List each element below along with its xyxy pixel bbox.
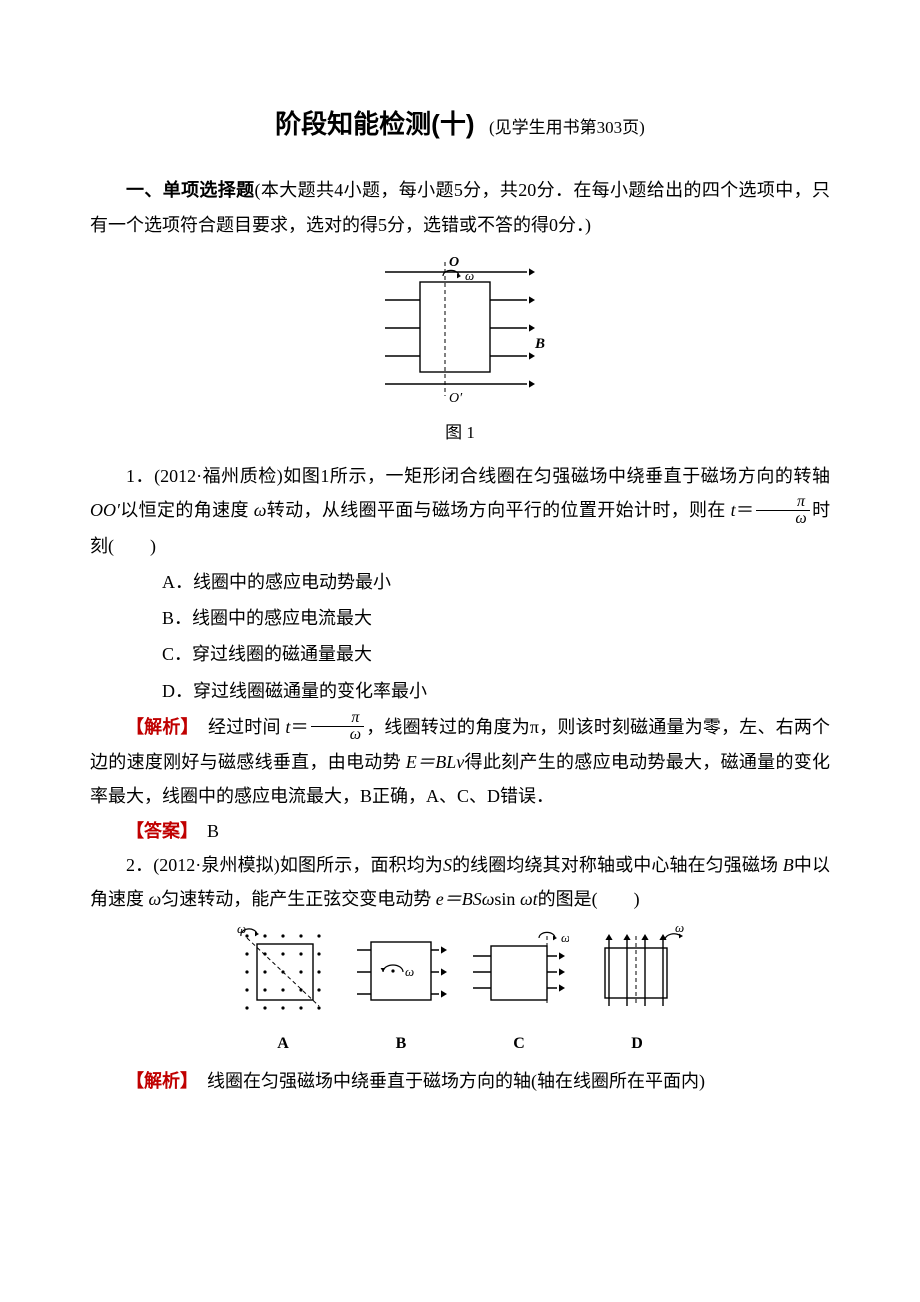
q2-fig-a-label: A [233, 1029, 333, 1059]
section1-intro: 一、单项选择题(本大题共4小题，每小题5分，共20分．在每小题给出的四个选项中，… [90, 173, 830, 241]
svg-text:O: O [449, 255, 459, 270]
q2-explain-text: 线圈在匀强磁场中绕垂直于磁场方向的轴(轴在线圈所在平面内) [207, 1071, 705, 1091]
q2-stem-i: sin [494, 889, 520, 909]
q2-stem-f: ω [149, 889, 162, 909]
q2-fig-d-label: D [587, 1029, 687, 1059]
q2-stem-a: 2．(2012·泉州模拟)如图所示，面积均为 [126, 855, 443, 875]
svg-text:ω: ω [561, 930, 569, 945]
q2-explain: 【解析】 线圈在匀强磁场中绕垂直于磁场方向的轴(轴在线圈所在平面内) [90, 1064, 830, 1098]
q2-fig-a-svg: ω [233, 926, 333, 1014]
figure-1-caption: 图 1 [90, 417, 830, 449]
q2-stem: 2．(2012·泉州模拟)如图所示，面积均为S的线圈均绕其对称轴或中心轴在匀强磁… [90, 848, 830, 916]
q1-explain-frac: πω [311, 710, 364, 743]
q1-stem-e: 转动，从线圈平面与磁场方向平行的位置开始计时，则在 [266, 500, 725, 520]
q1-answer: 【答案】 B [90, 814, 830, 848]
svg-text:B: B [534, 336, 545, 352]
q2-fig-c-label: C [469, 1029, 569, 1059]
figure-1: Oω B O′ [90, 252, 830, 413]
svg-text:ω: ω [675, 926, 684, 935]
title-line: 阶段知能检测(十) (见学生用书第303页) [90, 100, 830, 149]
q1-options: A．线圈中的感应电动势最小 B．线圈中的感应电流最大 C．穿过线圈的磁通量最大 … [90, 565, 830, 708]
q1-frac-num: π [756, 494, 809, 511]
title-note: (见学生用书第303页) [489, 118, 645, 137]
q1-stem-b: OO′ [90, 500, 120, 520]
svg-text:O′: O′ [449, 391, 463, 402]
q1-option-b: B．线圈中的感应电流最大 [162, 601, 830, 635]
q1-option-c: C．穿过线圈的磁通量最大 [162, 637, 830, 671]
q1-explain-label: 【解析】 [126, 717, 190, 737]
q1-answer-value: B [207, 821, 219, 841]
q1-explain-t: t [285, 717, 290, 737]
section1-head: 一、单项选择题 [126, 180, 255, 200]
q2-stem-c: 的线圈均绕其对称轴或中心轴在匀强磁场 [452, 855, 778, 875]
q1-stem-f: t [731, 500, 736, 520]
q2-figure-row: ω A ω B ω C ω D [90, 926, 830, 1060]
q2-fig-c-svg: ω [469, 926, 569, 1014]
q2-fig-a: ω A [233, 926, 333, 1060]
q2-fig-b-svg: ω [351, 926, 451, 1014]
q2-stem-b: S [443, 855, 452, 875]
svg-text:ω: ω [405, 964, 414, 979]
page: 阶段知能检测(十) (见学生用书第303页) 一、单项选择题(本大题共4小题，每… [0, 0, 920, 1302]
q2-stem-g: 匀速转动，能产生正弦交变电动势 [161, 889, 431, 909]
q1-stem-c: 以恒定的角速度 [120, 500, 249, 520]
q2-explain-label: 【解析】 [126, 1071, 189, 1091]
q2-fig-c: ω C [469, 926, 569, 1060]
q1-frac: πω [756, 494, 809, 527]
q1-stem: 1．(2012·福州质检)如图1所示，一矩形闭合线圈在匀强磁场中绕垂直于磁场方向… [90, 459, 830, 563]
q2-stem-h: e＝BSω [436, 889, 495, 909]
q2-fig-b-label: B [351, 1029, 451, 1059]
svg-text:ω: ω [237, 926, 246, 936]
q1-explain-formula: E＝BLv [406, 752, 465, 772]
q1-explain-t1: 经过时间 [208, 717, 281, 737]
q2-stem-d: B [783, 855, 794, 875]
q1-stem-d: ω [254, 500, 267, 520]
q1-option-d: D．穿过线圈磁通量的变化率最小 [162, 674, 830, 708]
q1-explain: 【解析】 经过时间 t＝πω，线圈转过的角度为π，则该时刻磁通量为零，左、右两个… [90, 710, 830, 814]
q2-fig-d: ω D [587, 926, 687, 1060]
q2-fig-b: ω B [351, 926, 451, 1060]
figure-1-svg: Oω B O′ [375, 252, 545, 402]
q1-option-a: A．线圈中的感应电动势最小 [162, 565, 830, 599]
q1-answer-label: 【答案】 [126, 821, 189, 841]
q2-stem-j: ωt [520, 889, 538, 909]
q2-stem-k: 的图是( ) [538, 889, 640, 909]
q2-fig-d-svg: ω [587, 926, 687, 1014]
q1-stem-a: 1．(2012·福州质检)如图1所示，一矩形闭合线圈在匀强磁场中绕垂直于磁场方向… [126, 466, 830, 486]
q1-frac-den: ω [756, 511, 809, 527]
svg-text:ω: ω [465, 268, 474, 283]
title-main: 阶段知能检测(十) [275, 109, 474, 139]
